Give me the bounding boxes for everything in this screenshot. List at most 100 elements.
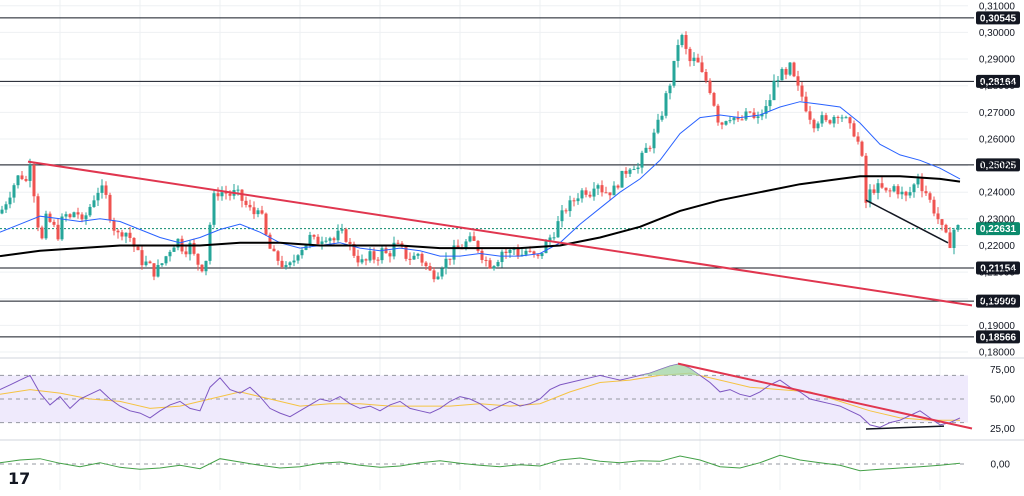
rsi-line — [0, 363, 961, 428]
candle-down — [884, 187, 888, 191]
candle-down — [928, 193, 932, 200]
candle-down — [408, 258, 412, 260]
candle-down — [648, 147, 652, 149]
candle-up — [188, 242, 192, 255]
price-axis: 0,31000 0,30000 0,29000 0,28000 0,27000 0,260… — [979, 1, 1016, 470]
candle-down — [52, 221, 56, 225]
price-tick-label: 0,23000 — [979, 214, 1016, 225]
candle-down — [108, 194, 112, 221]
candle-down — [388, 253, 392, 257]
price-level-label: 0,28164 — [980, 77, 1017, 88]
candle-up — [652, 132, 656, 149]
candle-down — [184, 251, 188, 255]
candle-down — [800, 85, 804, 97]
candle-up — [100, 185, 104, 193]
candle-up — [72, 212, 76, 218]
candle-up — [172, 247, 176, 252]
candle-down — [752, 112, 756, 118]
candle-up — [0, 209, 4, 214]
rsi-tick-label: 25,00 — [990, 424, 1015, 435]
candle-up — [440, 268, 444, 277]
candle-down — [472, 236, 476, 241]
candle-up — [12, 185, 16, 198]
candle-down — [280, 260, 284, 267]
candle-down — [608, 192, 612, 196]
candle-down — [836, 116, 840, 118]
candle-down — [920, 178, 924, 192]
price-level-badge — [976, 330, 1020, 344]
candle-up — [628, 169, 632, 174]
candle-up — [392, 242, 396, 257]
candle-down — [504, 251, 508, 254]
candle-down — [104, 185, 108, 195]
candle-down — [700, 62, 704, 72]
price-level-label: 0,19909 — [980, 297, 1017, 308]
candle-down — [896, 186, 900, 195]
price-levels: 0,30545 0,28164 0,25025 0,21154 0,19909 0,185… — [0, 11, 1020, 344]
price-tick-label: 0,29000 — [979, 55, 1016, 66]
candle-up — [412, 255, 416, 260]
candle-down — [448, 258, 452, 260]
candle-down — [240, 189, 244, 201]
current-price-badge — [976, 222, 1020, 236]
candle-down — [940, 219, 944, 225]
candle-down — [32, 165, 36, 197]
candle-up — [548, 237, 552, 242]
candle-down — [20, 175, 24, 180]
candle-down — [224, 192, 228, 194]
candle-up — [464, 241, 468, 249]
candle-down — [852, 123, 856, 137]
candle-down — [488, 260, 492, 269]
candle-up — [320, 241, 324, 244]
candle-down — [140, 250, 144, 266]
candle-down — [808, 111, 812, 120]
candle-down — [24, 179, 28, 181]
candle-down — [260, 210, 264, 214]
candle-down — [828, 120, 832, 124]
oscillator-tick-label: 0,00 — [991, 460, 1011, 471]
candle-down — [432, 270, 436, 280]
candle-up — [96, 192, 100, 201]
price-trendline — [27, 160, 973, 307]
candle-down — [456, 245, 460, 249]
candle-up — [728, 120, 732, 122]
candle-down — [348, 241, 352, 244]
candle-up — [780, 69, 784, 81]
candle-up — [160, 263, 164, 266]
candle-up — [592, 188, 596, 197]
candle-down — [588, 194, 592, 197]
candle-up — [212, 193, 216, 225]
candle-up — [8, 197, 12, 205]
price-tick-label: 0,25000 — [979, 161, 1016, 172]
candle-up — [580, 190, 584, 199]
candle-up — [4, 204, 8, 210]
candle-up — [908, 192, 912, 196]
moving-average-fast — [0, 101, 961, 257]
candle-down — [40, 227, 44, 239]
candle-down — [944, 224, 948, 233]
logo-text: 17 — [8, 469, 30, 488]
candle-down — [364, 259, 368, 261]
price-tick-label: 0,26000 — [979, 134, 1016, 145]
candle-down — [748, 111, 752, 113]
candle-down — [244, 200, 248, 205]
candle-up — [560, 210, 564, 222]
candle-up — [204, 260, 208, 272]
candle-up — [772, 80, 776, 101]
rsi-tick-label: 75,00 — [990, 365, 1015, 376]
candle-down — [276, 251, 280, 261]
candle-down — [932, 199, 936, 214]
candle-up — [308, 234, 312, 245]
candle-down — [736, 117, 740, 120]
candle-up — [300, 249, 304, 256]
candle-up — [176, 238, 180, 248]
price-level-badge — [976, 158, 1020, 172]
candle-down — [516, 248, 520, 257]
candle-up — [328, 238, 332, 241]
candle-down — [76, 212, 80, 215]
candle-up — [380, 248, 384, 261]
candle-up — [492, 266, 496, 269]
candle-down — [344, 229, 348, 242]
candle-down — [356, 255, 360, 263]
